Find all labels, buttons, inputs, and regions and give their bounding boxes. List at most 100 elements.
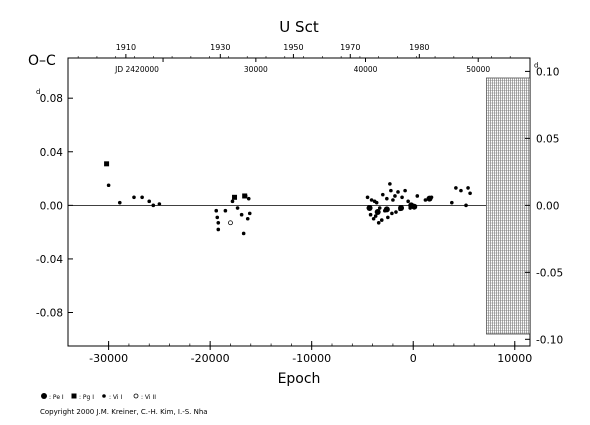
- visual-point: [468, 191, 472, 196]
- visual-point: [117, 200, 122, 205]
- visual-point: [390, 211, 394, 216]
- year-tick-label: 1930: [210, 43, 230, 52]
- y-tick-label-left: 0.00: [40, 200, 63, 212]
- x-tick-label: -30000: [89, 352, 128, 365]
- visual-point: [235, 206, 240, 210]
- visual-point: [374, 200, 379, 205]
- visual-point: [386, 215, 390, 220]
- visual-point: [365, 195, 370, 200]
- x-tick-label: 10000: [497, 352, 532, 365]
- y-tick-label-left: -0.08: [36, 308, 63, 320]
- pg-point: [232, 194, 238, 200]
- visual-point: [450, 200, 454, 205]
- visual-point: [408, 206, 412, 210]
- jd-tick-label: 50000: [466, 65, 490, 74]
- jd-tick-label: 30000: [244, 65, 268, 74]
- visual-point: [406, 199, 410, 204]
- visual-point: [157, 202, 162, 206]
- x-tick-label: -10000: [292, 352, 331, 365]
- legend-label: : Pe I: [49, 394, 64, 401]
- visual-point: [368, 212, 373, 217]
- pe-point: [374, 209, 381, 216]
- visual-point: [216, 220, 221, 225]
- y-tick-label-right: 0.05: [536, 133, 559, 145]
- legend: : Pe I: Pg I: Vi I: Vi II: [41, 393, 156, 401]
- visual-point: [403, 188, 407, 193]
- y-axis-label-text: O–C: [28, 53, 56, 69]
- year-tick-label: 1970: [340, 43, 360, 52]
- visual-point: [383, 208, 387, 213]
- chart-title: U Sct: [279, 18, 319, 36]
- visual-point: [373, 214, 378, 218]
- visual-point: [393, 194, 397, 198]
- visual-point: [243, 194, 248, 198]
- year-tick-label: 1980: [409, 43, 429, 52]
- y-unit-left: d: [36, 88, 40, 96]
- legend-label: : Vi I: [109, 394, 122, 401]
- x-tick-label: 0: [410, 352, 417, 365]
- visual-point: [106, 183, 111, 188]
- plot-border: [67, 57, 531, 347]
- visual-point: [464, 203, 468, 208]
- y-tick-label-right: 0.10: [536, 66, 559, 78]
- visual-point: [132, 195, 136, 200]
- visual-point: [423, 198, 428, 202]
- visual-point: [215, 215, 220, 220]
- visual-point: [459, 188, 463, 193]
- visual-point: [389, 188, 393, 193]
- visual-point: [398, 207, 402, 212]
- x-axis-label: Epoch: [278, 371, 321, 387]
- visual-point: [394, 210, 398, 214]
- y-tick-label-left: 0.08: [40, 93, 63, 105]
- y-tick-label-left: -0.04: [36, 254, 63, 266]
- y-tick-label-right: 0.00: [536, 200, 559, 212]
- visual-point: [391, 198, 395, 202]
- visual-point: [241, 231, 246, 236]
- visual-point: [230, 199, 235, 204]
- visual-point: [214, 208, 219, 213]
- visual-point: [454, 186, 458, 190]
- visual-point: [396, 190, 400, 194]
- visual-point: [245, 216, 250, 221]
- visual-point: [239, 212, 244, 217]
- visual-point: [369, 198, 374, 202]
- visual-point: [388, 182, 392, 186]
- visual-point: [415, 194, 420, 198]
- visual-point: [223, 208, 228, 213]
- legend-symbol-visopen: [133, 393, 139, 399]
- visual-point: [246, 196, 251, 201]
- legend-symbol-pe: [41, 393, 47, 399]
- visual-ii-point: [228, 220, 233, 226]
- visual-point: [371, 216, 376, 221]
- visual-point: [385, 196, 389, 201]
- x-tick-label: -20000: [191, 352, 230, 365]
- jd-tick-label: 40000: [354, 65, 378, 74]
- y-unit-right: d: [534, 61, 538, 69]
- visual-point: [377, 206, 382, 210]
- visual-point: [376, 220, 381, 225]
- y-tick-label-right: -0.10: [536, 334, 563, 346]
- plot-frame: [67, 57, 531, 347]
- visual-point: [151, 203, 156, 208]
- y-tick-label-left: 0.04: [40, 147, 64, 159]
- visual-point: [140, 195, 144, 200]
- copyright-text: Copyright 2000 J.M. Kreiner, C.-H. Kim, …: [40, 408, 208, 416]
- visual-point: [379, 218, 384, 222]
- pg-point: [104, 161, 110, 167]
- visual-point: [400, 195, 404, 200]
- year-tick-label: 1950: [283, 43, 303, 52]
- y-axis-label: O–C: [28, 53, 56, 69]
- y-tick-label-right: -0.05: [536, 267, 563, 279]
- visual-point: [466, 186, 470, 190]
- visual-point: [380, 192, 385, 197]
- axes: -30000 -20000 -10000 0 10000 0.08 0.04 0.00 -0.0…: [36, 43, 563, 365]
- visual-point: [366, 206, 371, 210]
- legend-label: : Pg I: [79, 394, 94, 401]
- data-points: [104, 161, 472, 236]
- visual-point: [429, 195, 434, 200]
- visual-point: [216, 227, 221, 232]
- legend-symbol-pg: [71, 393, 77, 399]
- jd-tick-label: JD 2420000: [114, 65, 159, 74]
- legend-symbol-vis: [102, 394, 106, 398]
